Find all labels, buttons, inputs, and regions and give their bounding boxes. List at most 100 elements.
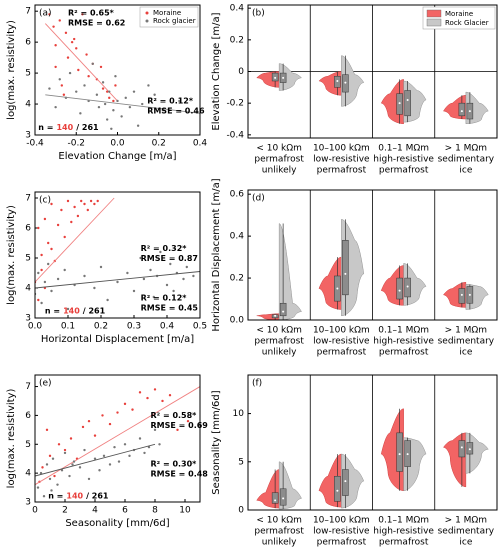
scatter-point <box>93 286 96 290</box>
y-tick-label: 5 <box>25 254 31 264</box>
y-tick-label: 5 <box>25 69 31 79</box>
panel-label: (c) <box>39 196 51 206</box>
y-tick-label: 0.4 <box>230 4 245 14</box>
scatter-point <box>87 419 91 423</box>
x-tick-label: 0.0 <box>28 322 43 332</box>
scatter-point <box>96 199 99 203</box>
scatter-point <box>64 31 68 35</box>
scatter-point <box>75 90 78 93</box>
scatter-point <box>101 81 105 84</box>
box <box>279 488 287 506</box>
scatter-point <box>110 127 113 131</box>
box <box>458 440 466 458</box>
scatter-point <box>98 469 101 472</box>
scatter-point <box>185 265 188 269</box>
scatter-point <box>53 474 56 478</box>
scatter-point <box>37 226 40 230</box>
scatter-point <box>153 93 156 96</box>
scatter-point <box>77 68 80 72</box>
x-tick-label: 0.1 <box>61 322 75 332</box>
scatter-point <box>93 457 97 460</box>
scatter-point <box>83 448 86 452</box>
x-axis-label: Seasonality [mm/6d] <box>65 518 169 529</box>
scatter-point <box>62 93 66 96</box>
x-tick-label: -0.4 <box>26 139 44 149</box>
y-tick-label: 0.2 <box>230 35 244 45</box>
scatter-point <box>116 99 119 103</box>
scatter-point <box>87 477 91 481</box>
y-axis-label: log(max. resistivity) <box>6 205 17 305</box>
scatter-point <box>54 44 57 47</box>
y-tick-label: 7 <box>25 7 31 17</box>
scatter-point <box>68 71 72 75</box>
scatter-point <box>66 56 70 59</box>
scatter-point <box>47 262 50 266</box>
median <box>398 453 401 456</box>
fit-stat: RMSE = 0.87 <box>141 254 198 263</box>
scatter-point <box>63 268 66 272</box>
box <box>458 102 466 117</box>
sample-size-part: n = <box>38 123 53 132</box>
x-tick-label: 0.5 <box>193 322 207 332</box>
median <box>282 76 285 79</box>
scatter-point <box>138 437 142 440</box>
y-axis-label: log(max. resistivity) <box>6 20 17 120</box>
box <box>396 432 403 472</box>
fit-line <box>44 23 118 102</box>
scatter-point <box>75 47 78 50</box>
median <box>468 293 471 296</box>
scatter-point <box>58 78 61 81</box>
category-label: ice <box>459 538 472 548</box>
scatter-point <box>93 434 97 437</box>
category-label: > 1 MΩm <box>445 326 487 336</box>
legend-label: Rock Glacier <box>445 19 489 27</box>
scatter-point <box>101 414 104 417</box>
x-tick-label: 0.4 <box>193 139 208 149</box>
scatter-point <box>117 460 121 463</box>
median <box>460 293 463 296</box>
scatter-point <box>60 469 64 472</box>
fit-stat: RMSE = 0.45 <box>141 303 199 312</box>
category-label: permafrost <box>317 538 367 548</box>
scatter-point <box>168 394 172 397</box>
y-tick-label: 6 <box>25 411 31 421</box>
scatter-point <box>37 271 40 275</box>
scatter-point <box>50 247 53 251</box>
median <box>344 81 347 84</box>
scatter-point <box>42 495 46 498</box>
scatter-point <box>126 271 129 275</box>
category-label: permafrost <box>254 337 304 347</box>
scatter-point <box>40 253 43 257</box>
category-label: < 10 kΩm <box>256 516 302 526</box>
scatter-point <box>70 220 73 224</box>
x-tick-label: 10 <box>179 506 191 516</box>
sample-size-part: 140 <box>63 306 80 315</box>
scatter-point <box>81 425 85 429</box>
category-label: 0.1–1 MΩm <box>378 326 429 336</box>
scatter-point <box>123 443 127 446</box>
category-label: < 10 kΩm <box>256 326 302 336</box>
median <box>406 285 409 288</box>
y-tick-label: 0 <box>238 67 244 77</box>
fit-stat: R² = 0.65* <box>68 8 115 17</box>
y-tick-label: 5 <box>25 440 31 450</box>
scatter-point <box>120 115 123 118</box>
scatter-point <box>147 84 150 87</box>
scatter-point <box>39 471 43 475</box>
sample-size-part: 140 <box>56 123 73 132</box>
category-label: 10–100 kΩm <box>313 144 370 154</box>
y-tick-label: 5 <box>238 457 244 467</box>
scatter-point <box>116 280 119 284</box>
scatter-point <box>182 277 185 281</box>
y-tick-label: 7 <box>25 194 31 204</box>
scatter-point <box>116 411 119 414</box>
scatter-point <box>37 298 40 302</box>
legend-swatch <box>426 18 442 27</box>
y-tick-label: 0.4 <box>230 232 245 242</box>
panel-label: (d) <box>252 194 265 204</box>
panel-label: (f) <box>252 379 262 389</box>
median <box>282 310 285 313</box>
scatter-point <box>131 408 134 411</box>
fit-stat: RMSE = 0.48 <box>151 469 209 478</box>
legend-marker <box>145 11 149 15</box>
